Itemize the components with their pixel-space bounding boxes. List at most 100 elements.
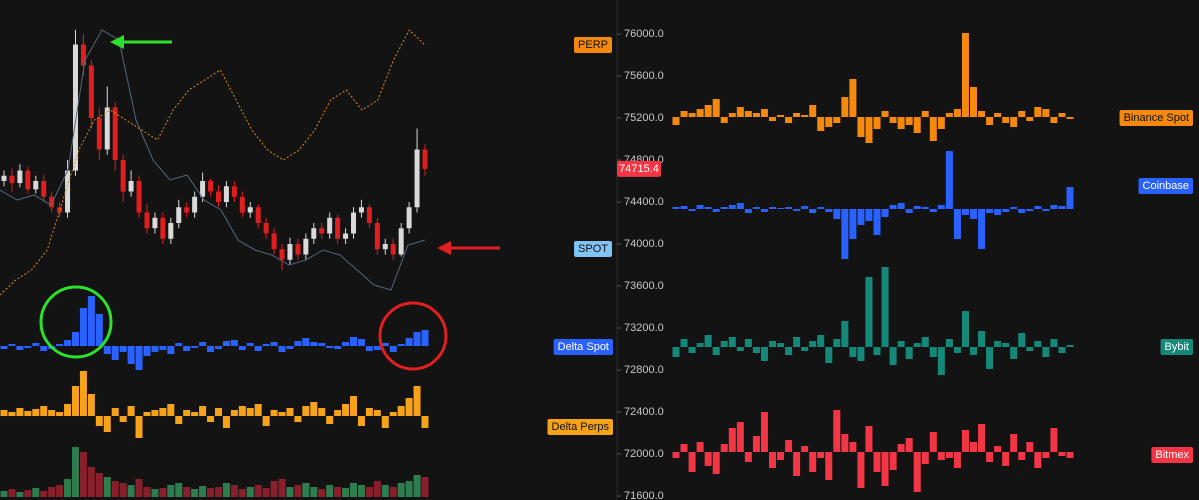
exchange-bar [905,117,913,125]
exchange-bar [913,117,921,133]
exchange-bar [752,347,760,353]
candle-body [65,170,71,213]
exchange-bar [937,205,945,209]
series-tag: Binance Spot [1124,112,1189,124]
exchange-bar [768,117,776,121]
candle-body [112,107,118,160]
exchange-bar [881,111,889,117]
layer: 76000.075600.075200.074800.074400.074000… [0,28,1193,500]
candle-body [208,181,214,192]
candle-body [41,181,47,197]
delta-bar [183,346,191,351]
exchange-bar [1026,347,1034,351]
exchange-bar [1018,333,1026,347]
delta-bar [350,337,358,346]
candle-body [358,207,364,213]
volume-bar [421,477,429,497]
exchange-bar [688,113,696,117]
volume-bar [111,481,119,497]
volume-bar [270,481,278,497]
exchange-bar [1042,209,1050,211]
exchange-bar [865,426,873,452]
overlay-line [0,29,426,296]
exchange-bar [921,452,929,464]
exchange-bar [881,209,889,217]
y-tick-label: 71600.0 [624,490,664,500]
candle-body [263,223,269,234]
delta-bar [357,416,365,426]
candle-body [366,207,372,223]
exchange-bar [1050,428,1058,452]
exchange-bar [857,209,865,225]
y-tick-label: 72400.0 [624,406,664,418]
candle-body [406,207,412,229]
exchange-bar [1026,442,1034,452]
exchange-bar [841,97,849,117]
exchange-bar [873,347,881,355]
candle-body [160,217,166,239]
volume-bar [135,479,143,497]
delta-bar [310,402,318,416]
delta-bar [207,416,215,422]
exchange-bar [889,452,897,470]
candle-body [184,207,190,213]
delta-bar [286,408,294,416]
candle-body [390,244,396,255]
exchange-bar [1066,452,1074,458]
delta-bar [32,343,40,346]
exchange-bar [833,117,841,123]
series-tag-bg [1119,110,1193,126]
candle-body [144,212,150,229]
y-tick-label: 73600.0 [624,280,664,292]
exchange-bar [994,341,1002,347]
exchange-bar [744,452,752,462]
volume-bar [302,483,310,497]
volume-bar [222,483,230,497]
delta-bar [381,343,389,346]
volume-bar [143,487,151,497]
candle-body [422,149,428,169]
series-tag: Coinbase [1143,180,1189,192]
delta-bar [397,406,405,416]
exchange-bar [728,205,736,209]
delta-bar [413,332,421,346]
volume-bar [294,485,302,497]
exchange-bar [961,311,969,347]
delta-bar [119,416,127,422]
volume-bar [159,488,167,497]
exchange-bar [897,117,905,129]
exchange-bar [712,452,720,474]
exchange-bar [897,341,905,347]
exchange-bar [785,440,793,452]
exchange-bar [986,347,994,369]
delta-bar [413,386,421,416]
delta-bar [270,410,278,416]
overlay-line [0,29,426,291]
exchange-bar [913,343,921,347]
volume-bar [32,488,40,497]
y-tick-label: 73200.0 [624,322,664,334]
candle-body [319,228,325,234]
candle-body [128,181,134,192]
volume-bar [365,487,373,497]
volume-bar [310,487,318,497]
delta-bar [262,344,270,346]
delta-bar [342,342,350,346]
exchange-bar [873,209,881,235]
y-tick-label: 75200.0 [624,112,664,124]
series-tag: Delta Spot [558,341,609,353]
exchange-bar [1066,117,1074,119]
delta-bar [191,412,199,416]
volume-bar [262,488,270,497]
exchange-bar [744,209,752,213]
exchange-bar [1034,452,1042,468]
exchange-bar [945,452,953,458]
delta-bar [365,346,373,351]
candle-body [327,217,333,234]
delta-bar [79,308,87,346]
exchange-bar [857,347,865,361]
delta-bar [238,406,246,416]
exchange-bar [889,117,897,123]
exchange-bar [833,339,841,347]
candle-body [215,191,221,202]
